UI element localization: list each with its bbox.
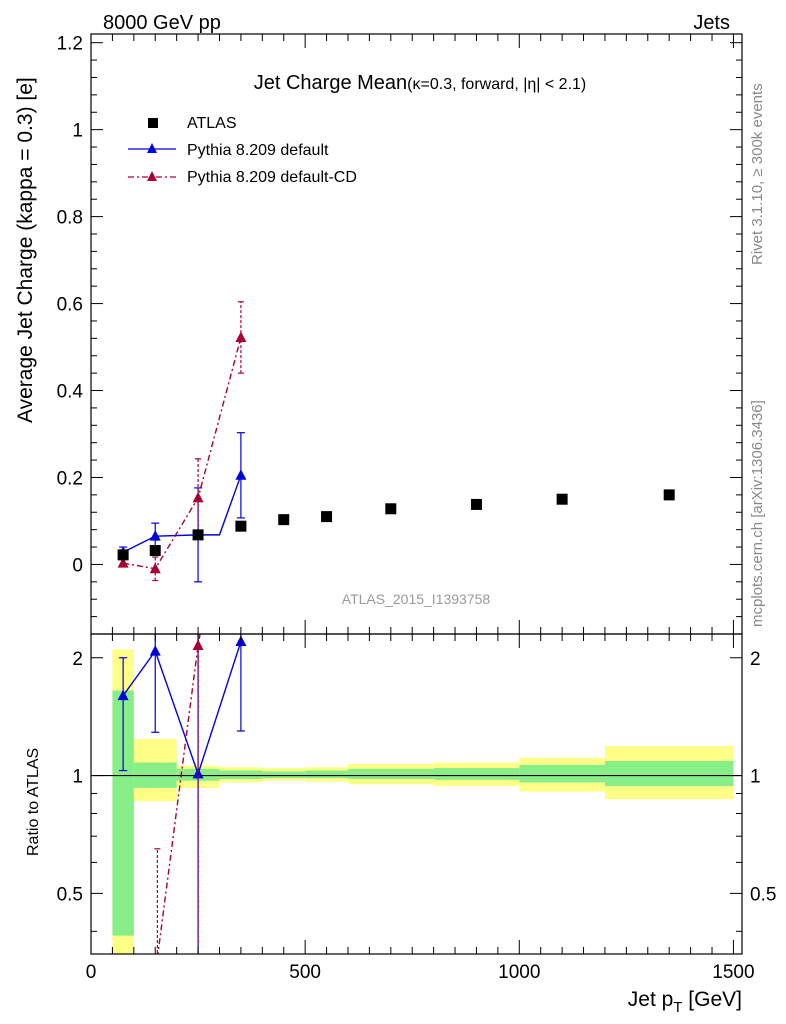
ratio-pythia-default-point [117, 689, 129, 701]
header-right-label: Jets [693, 12, 730, 34]
ratio-x-tick-label: 500 [289, 962, 321, 983]
rivet-label: Rivet 3.1.10, ≥ 300k events [749, 83, 766, 265]
atlas-data-point [470, 498, 482, 510]
stat-uncertainty-band [519, 764, 605, 783]
mcplots-label: mcplots.cern.ch [arXiv:1306.3436] [749, 400, 766, 627]
main-y-tick-label: 0.6 [57, 295, 83, 316]
x-axis-label-main: Jet p [628, 988, 674, 1011]
legend-marker-pythia-default [147, 143, 157, 153]
atlas-data-point [235, 520, 247, 532]
ratio-y-tick-label-left: 2 [72, 649, 83, 670]
main-panel: 0 0.2 0.4 0.6 0.8 1 1.2 Average Jet Charge (ka… [14, 33, 743, 635]
atlas-data-point [385, 503, 397, 515]
ratio-frame [90, 633, 743, 955]
legend-label-pythia-cd: Pythia 8.209 default-CD [187, 169, 357, 186]
legend-label-pythia-default: Pythia 8.209 default [187, 142, 329, 159]
stat-uncertainty-band [262, 771, 306, 779]
main-y-axis: 0 0.2 0.4 0.6 0.8 1 1.2 [57, 34, 742, 635]
stat-uncertainty-band [604, 760, 734, 787]
ratio-pythia-cd-line [157, 634, 201, 954]
header-left-label: 8000 GeV pp [103, 12, 221, 34]
ratio-x-tick-label: 1000 [498, 962, 540, 983]
atlas-data-point [192, 529, 204, 541]
ratio-x-axis: 0 500 1000 1500 [86, 634, 755, 983]
pythia-default-point [149, 530, 161, 541]
main-y-axis-label: Average Jet Charge (kappa = 0.3) [e] [14, 77, 37, 423]
atlas-data-point [321, 511, 333, 523]
pythia-cd-point [235, 331, 247, 342]
pythia-cd-line [123, 337, 242, 570]
ratio-pythia-cd-point [192, 639, 204, 650]
pythia-default-line [122, 475, 242, 553]
stat-uncertainty-band [433, 768, 520, 780]
chart-title-main: Jet Charge Mean [254, 72, 407, 94]
ratio-y-tick-label-right: 2 [750, 649, 761, 670]
ratio-x-tick-label: 0 [86, 962, 97, 983]
legend-marker-pythia-cd [147, 171, 157, 181]
atlas-data-point [278, 514, 290, 526]
watermark-label: ATLAS_2015_I1393758 [342, 591, 491, 607]
ratio-y-tick-label-right: 0.5 [750, 884, 776, 905]
stat-uncertainty-band [305, 770, 348, 779]
ratio-pythia-default-point [149, 645, 161, 656]
pythia-cd-point [192, 491, 204, 503]
atlas-data-point [663, 489, 675, 501]
main-y-tick-label: 0.4 [57, 382, 84, 403]
ratio-y-axis-label: Ratio to ATLAS [25, 748, 42, 856]
atlas-data-point [556, 493, 568, 505]
ratio-pythia-default-point [192, 767, 204, 779]
ratio-x-tick-label: 1500 [712, 962, 754, 983]
main-x-axis [90, 34, 734, 634]
pythia-cd-point [117, 557, 129, 568]
stat-uncertainty-band [347, 768, 434, 779]
pythia-cd-point [149, 562, 161, 574]
ratio-y-tick-label-left: 1 [72, 767, 83, 788]
legend-label-atlas: ATLAS [187, 115, 237, 132]
stat-uncertainty-band [112, 690, 134, 936]
ratio-y-tick-label-left: 0.5 [57, 884, 83, 905]
main-y-tick-label: 0.8 [57, 208, 83, 229]
chart-title-sub: (κ=0.3, forward, |η| < 2.1) [407, 76, 586, 93]
ratio-y-tick-label-right: 1 [750, 767, 761, 788]
main-y-tick-label: 0.2 [57, 468, 83, 489]
legend: ATLAS Pythia 8.209 default Pythia 8.209 … [128, 115, 357, 186]
x-axis-label: Jet pT [GeV] [628, 988, 742, 1016]
main-y-tick-label: 0 [72, 555, 83, 576]
x-axis-label-sub: T [673, 999, 682, 1016]
atlas-data-point [117, 549, 129, 561]
ratio-pythia-default-line [122, 641, 242, 777]
stat-uncertainty-band [219, 770, 263, 779]
ratio-panel: 0.5 0.5 1 1 2 2 0 500 1000 1500 Ratio to ATLAS J… [25, 633, 776, 1016]
pythia-default-point [235, 469, 247, 480]
chart-title: Jet Charge Mean(κ=0.3, forward, |η| < 2.… [254, 72, 586, 94]
legend-marker-atlas [148, 118, 158, 128]
main-y-tick-label: 1.2 [57, 34, 83, 55]
ratio-y-axis: 0.5 0.5 1 1 2 2 [57, 649, 776, 932]
main-y-tick-label: 1 [72, 121, 83, 142]
x-axis-label-unit: [GeV] [682, 988, 742, 1011]
atlas-data-point [149, 545, 161, 557]
